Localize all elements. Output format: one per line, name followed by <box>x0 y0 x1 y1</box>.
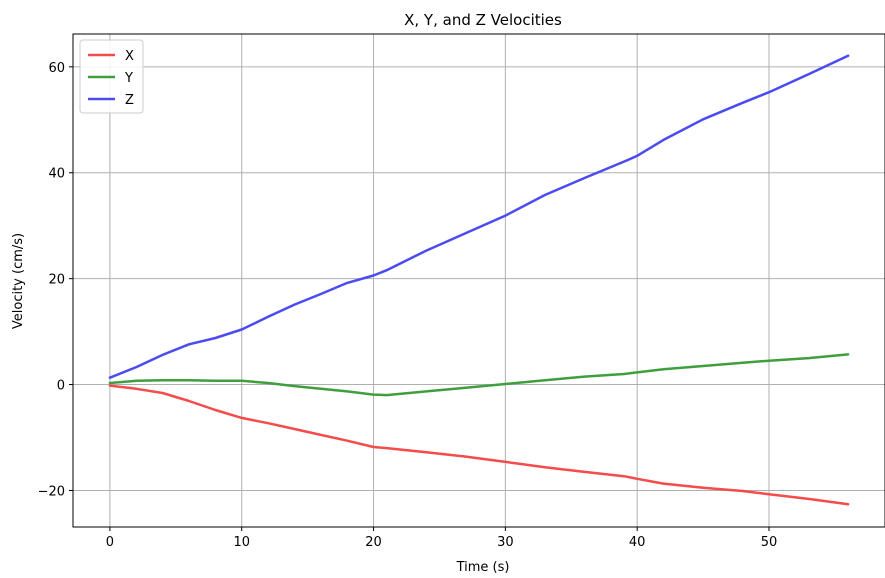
y-tick-label: −20 <box>38 484 65 499</box>
series-line-x <box>108 384 850 506</box>
x-tick-label: 20 <box>365 535 382 550</box>
y-tick-label: 0 <box>57 379 65 394</box>
x-tick-label: 0 <box>106 535 114 550</box>
y-tick-label: 60 <box>48 61 65 76</box>
x-axis-ticks: 0 10 20 30 40 50 <box>106 527 778 550</box>
x-tick-label: 30 <box>497 535 514 550</box>
legend: XYZ <box>79 39 144 114</box>
series-line-z <box>108 54 850 379</box>
x-tick-label: 10 <box>233 535 250 550</box>
series-line-y <box>108 353 850 397</box>
x-tick-label: 50 <box>761 535 778 550</box>
series-lines <box>108 54 850 506</box>
y-axis-ticks: −20 0 20 40 60 <box>38 61 73 499</box>
y-tick-label: 20 <box>48 273 65 288</box>
plot-frame <box>72 33 885 528</box>
x-axis-label: Time (s) <box>456 560 510 575</box>
x-tick-label: 40 <box>629 535 646 550</box>
y-tick-label: 40 <box>48 167 65 182</box>
legend-label-z: Z <box>125 93 134 108</box>
grid-lines <box>73 34 885 527</box>
legend-label-x: X <box>125 49 134 64</box>
legend-label-y: Y <box>124 71 133 86</box>
y-axis-label: Velocity (cm/s) <box>11 233 26 329</box>
chart-title: X, Y, and Z Velocities <box>404 11 562 29</box>
